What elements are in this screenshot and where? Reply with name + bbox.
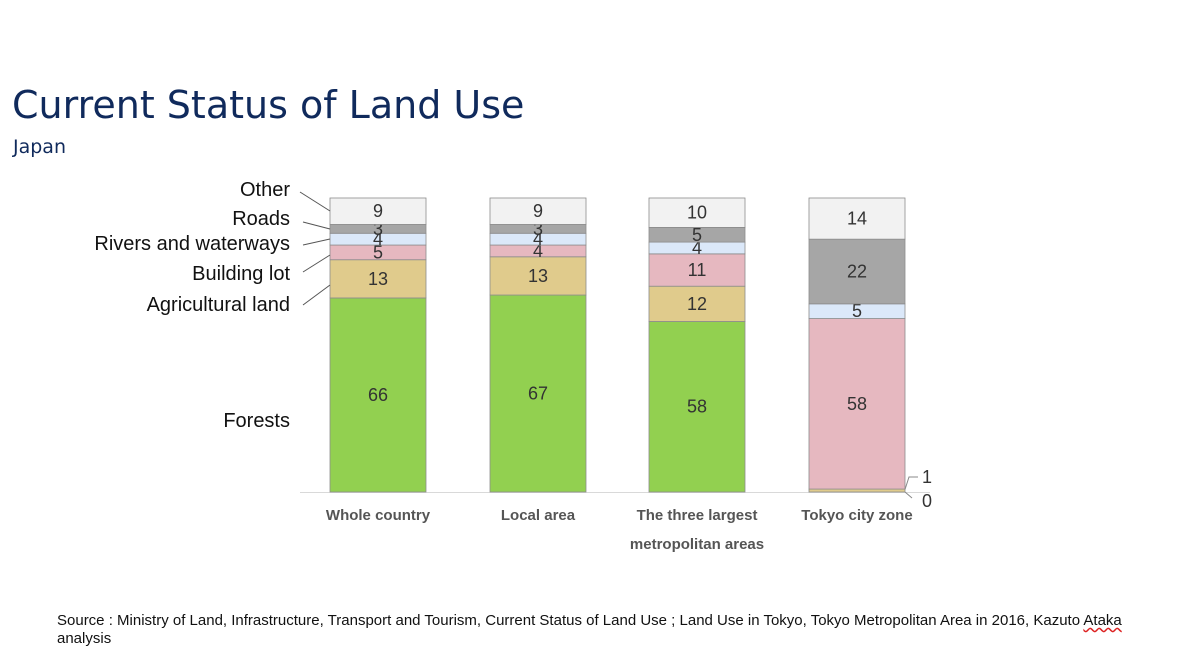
legend-label-roads: Roads: [232, 208, 290, 230]
category-label-the-three-largest-metropolitan-areas-line-1: The three largest: [637, 507, 758, 524]
bar-segment-building-lot-tokyo-city-zone: [808, 318, 906, 490]
data-label-roads-the-three-largest-metropolitan-areas: 5: [692, 225, 702, 245]
bar-segment-agricultural-land-local-area: [489, 256, 587, 296]
data-label-agricultural-land-tokyo-city-zone: 1: [922, 467, 932, 487]
legend-label-agricultural-land: Agricultural land: [147, 294, 290, 316]
data-label-building-lot-whole-country: 5: [373, 242, 383, 262]
bar-segment-other-tokyo-city-zone: [808, 197, 906, 240]
data-label-other-local-area: 9: [533, 201, 543, 221]
legend-connector-rivers-and-waterways: [302, 238, 331, 246]
data-label-other-whole-country: 9: [373, 201, 383, 221]
data-label-forests-tokyo-city-zone: 0: [922, 491, 932, 511]
bar-segment-agricultural-land-tokyo-city-zone: [808, 488, 906, 493]
category-label-whole-country: Whole country: [326, 507, 431, 524]
source-author: Ataka: [1083, 612, 1122, 629]
legend-connector-agricultural-land: [302, 284, 331, 306]
bar-segment-other-local-area: [489, 197, 587, 225]
data-label-building-lot-the-three-largest-metropolitan-areas: 11: [688, 260, 707, 280]
data-label-other-tokyo-city-zone: 14: [847, 209, 867, 229]
data-label-other-the-three-largest-metropolitan-areas: 10: [687, 203, 707, 223]
page-title: Current Status of Land Use: [12, 83, 525, 127]
data-label-roads-whole-country: 3: [373, 219, 383, 239]
data-label-rivers-and-waterways-local-area: 4: [533, 229, 543, 249]
data-label-forests-local-area: 67: [528, 384, 548, 404]
data-label-forests-the-three-largest-metropolitan-areas: 58: [687, 397, 707, 417]
legend-connector-other: [299, 191, 331, 212]
bar-segment-building-lot-the-three-largest-metropolitan-areas: [648, 253, 746, 287]
source-text: Source : Ministry of Land, Infrastructur…: [57, 612, 1084, 629]
data-label-rivers-and-waterways-the-three-largest-metropolitan-areas: 4: [692, 238, 702, 258]
data-label-rivers-and-waterways-whole-country: 4: [373, 229, 383, 249]
bar-segment-forests-local-area: [489, 294, 587, 493]
data-label-agricultural-land-whole-country: 13: [368, 269, 388, 289]
data-label-building-lot-tokyo-city-zone: 58: [847, 394, 867, 414]
data-label-roads-local-area: 3: [533, 219, 543, 239]
category-label-tokyo-city-zone: Tokyo city zone: [801, 507, 912, 524]
category-label-local-area: Local area: [501, 507, 576, 524]
data-label-agricultural-land-the-three-largest-metropolitan-areas: 12: [687, 294, 707, 314]
source-suffix: analysis: [57, 630, 112, 647]
bar-segment-forests-the-three-largest-metropolitan-areas: [648, 321, 746, 493]
bar-segment-forests-whole-country: [329, 297, 427, 493]
data-label-forests-whole-country: 66: [368, 385, 388, 405]
legend-label-other: Other: [240, 179, 290, 201]
data-label-building-lot-local-area: 4: [533, 241, 543, 261]
page-subtitle: Japan: [13, 136, 66, 158]
source-note: Source : Ministry of Land, Infrastructur…: [57, 612, 1147, 648]
callout-line-forests-tokyo-city-zone: [904, 491, 913, 499]
data-label-roads-tokyo-city-zone: 22: [847, 262, 867, 282]
bar-segment-other-whole-country: [329, 197, 427, 225]
legend-label-building-lot: Building lot: [192, 263, 290, 285]
legend-label-rivers-and-waterways: Rivers and waterways: [94, 233, 290, 255]
data-label-rivers-and-waterways-tokyo-city-zone: 5: [852, 301, 862, 321]
legend-connector-building-lot: [302, 254, 331, 273]
legend-connector-roads: [302, 221, 331, 230]
bar-segment-agricultural-land-the-three-largest-metropolitan-areas: [648, 285, 746, 322]
data-label-agricultural-land-local-area: 13: [528, 266, 548, 286]
category-label-the-three-largest-metropolitan-areas-line-2: metropolitan areas: [630, 536, 764, 553]
callout-line-agricultural-land-tokyo-city-zone: [904, 476, 918, 490]
bar-segment-other-the-three-largest-metropolitan-areas: [648, 197, 746, 228]
bar-segment-roads-tokyo-city-zone: [808, 238, 906, 305]
legend-label-forests: Forests: [223, 410, 290, 432]
